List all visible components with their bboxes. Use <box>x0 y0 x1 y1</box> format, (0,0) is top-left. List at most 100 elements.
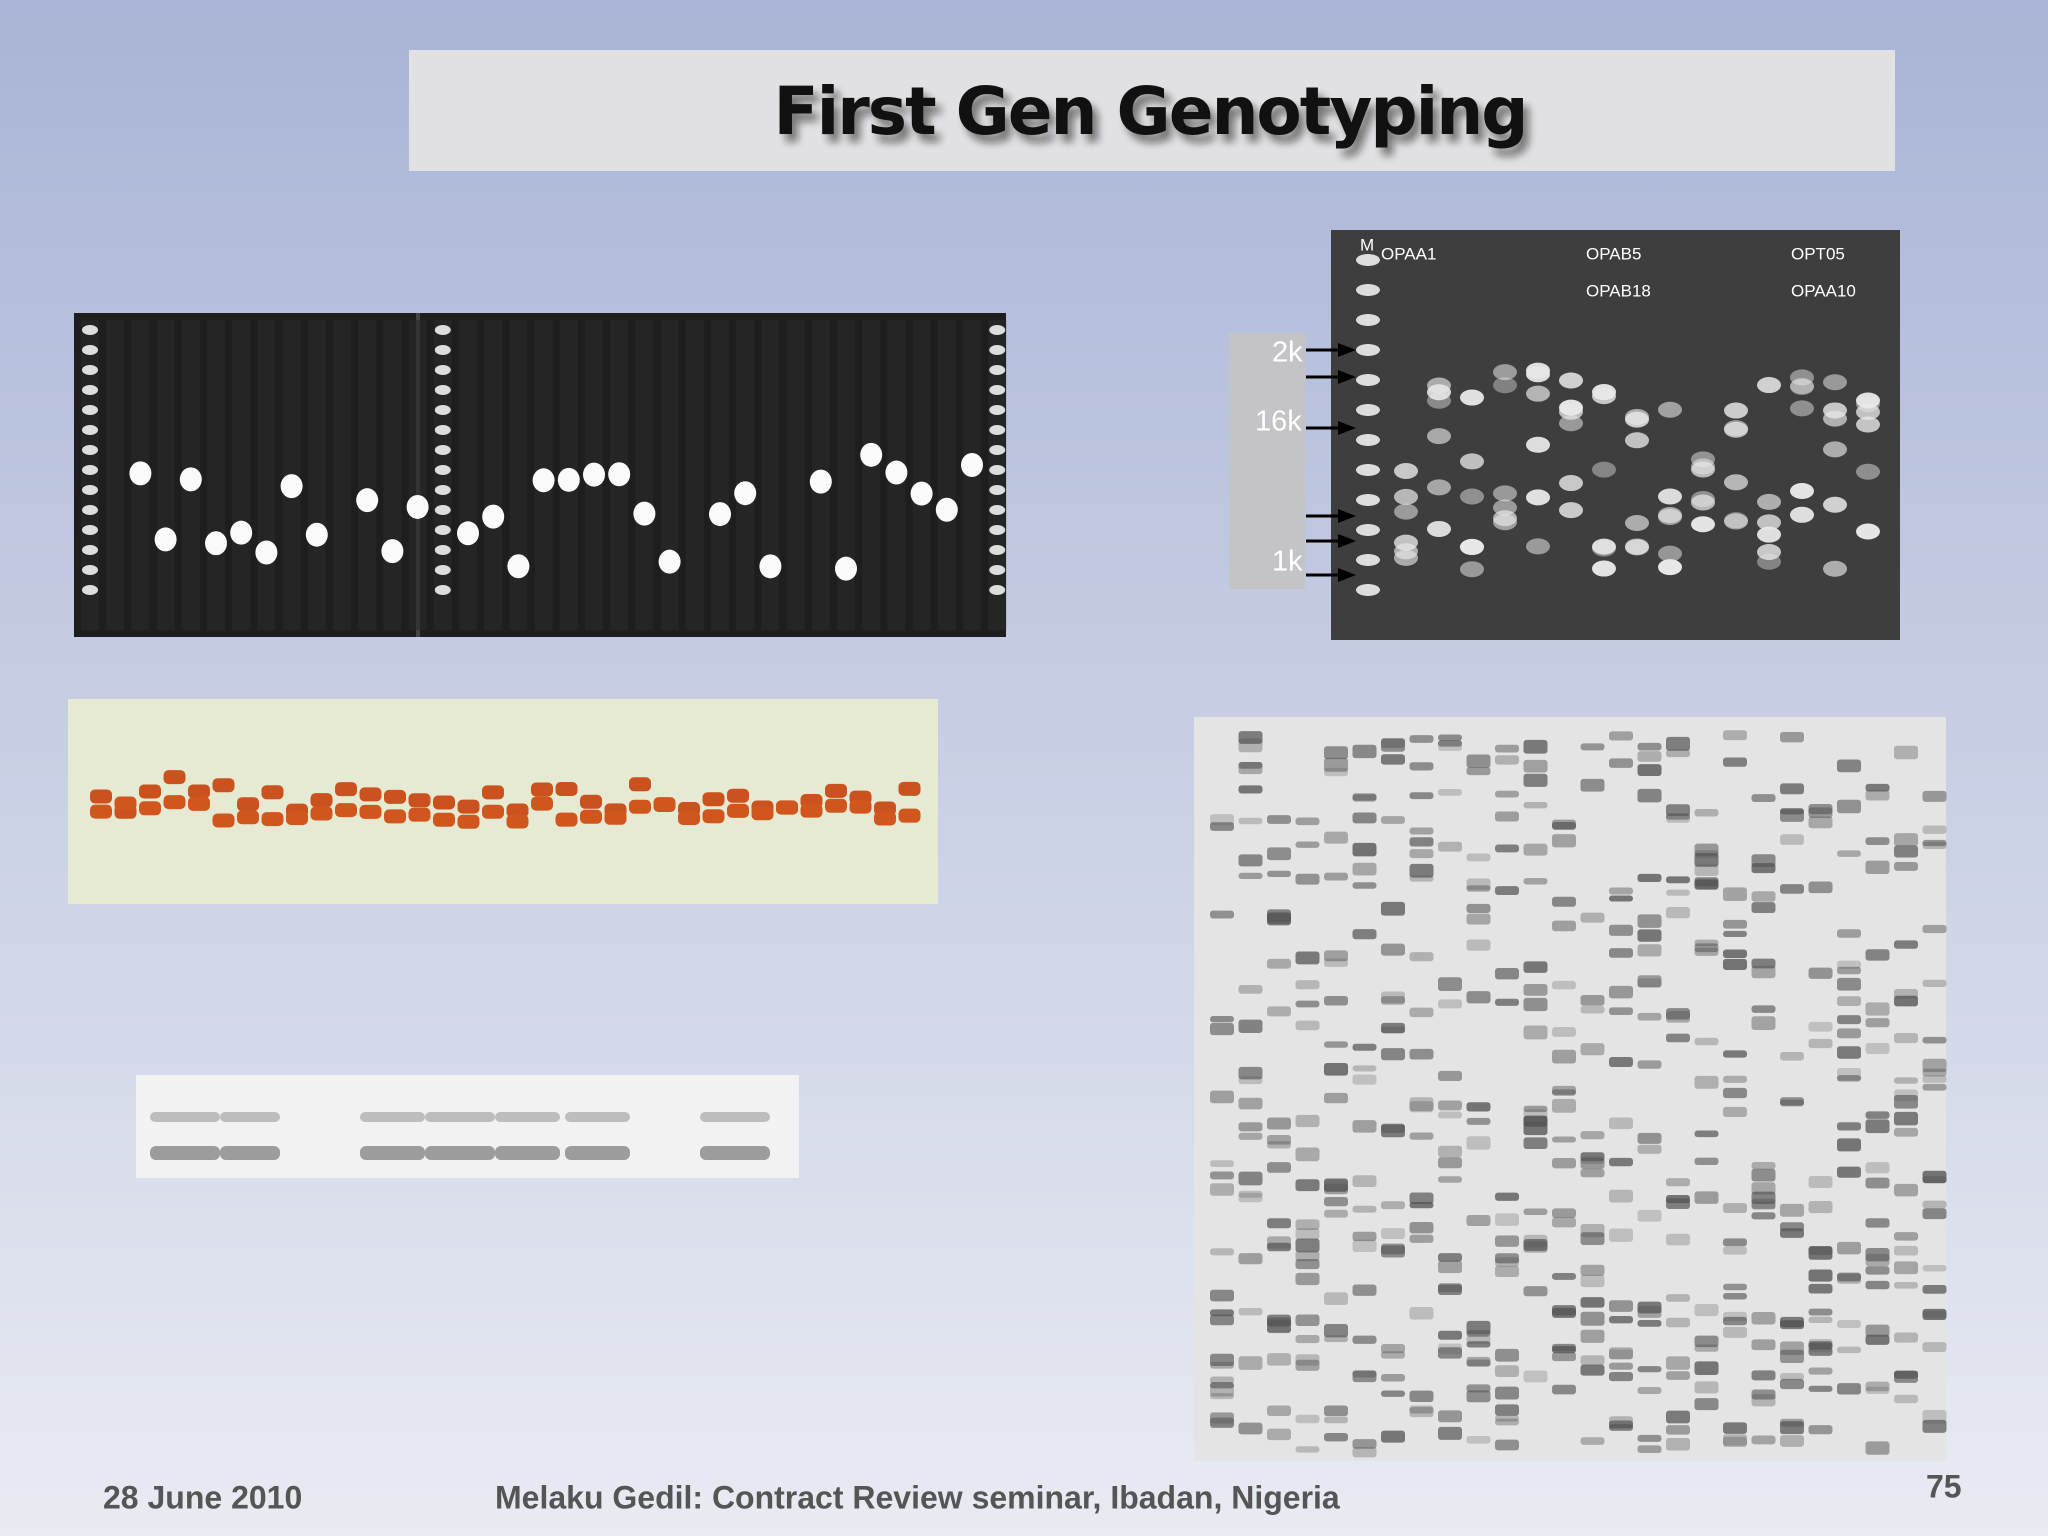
gel-band <box>434 545 451 555</box>
gel-band <box>1381 738 1405 752</box>
footer-credit: Melaku Gedil: Contract Review seminar, I… <box>495 1479 1340 1515</box>
gel-band <box>406 494 429 519</box>
gel-band <box>1637 788 1662 803</box>
gel-band <box>1381 1430 1405 1443</box>
gel-band <box>1780 1228 1804 1238</box>
gel-band <box>1637 742 1662 751</box>
gel-band <box>305 522 328 547</box>
gel-band <box>230 520 253 545</box>
gel-band <box>1609 1372 1633 1382</box>
gel-band <box>1580 1157 1605 1165</box>
gel-band <box>1609 1416 1633 1430</box>
gel-band <box>1922 1409 1947 1424</box>
gel-band <box>1609 948 1633 958</box>
gel-band <box>1609 1117 1633 1130</box>
gel-band <box>1837 996 1861 1006</box>
gel-band <box>1894 1261 1918 1275</box>
gel-band <box>1324 1416 1348 1424</box>
gel-band <box>1637 1320 1662 1327</box>
gel-band <box>1356 254 1380 266</box>
gel-band <box>989 425 1006 435</box>
gel-band <box>1751 794 1776 802</box>
gel-band <box>1552 1098 1576 1113</box>
gel-band <box>82 525 98 535</box>
arrow-head <box>1338 421 1356 435</box>
gel-band <box>1823 496 1847 513</box>
gel-band <box>1238 761 1263 775</box>
gel-band <box>1295 1259 1320 1270</box>
gel-band <box>1790 483 1814 500</box>
gel-band <box>1625 408 1649 425</box>
gel-band <box>1352 1231 1377 1242</box>
gel-band <box>727 803 749 818</box>
gel-band <box>1865 1280 1890 1290</box>
gel-band <box>1837 929 1861 938</box>
gel-band <box>434 585 451 595</box>
gel-band <box>1780 1099 1804 1107</box>
gel-band <box>1658 545 1682 562</box>
gel-band <box>1637 1132 1662 1144</box>
gel-band <box>1466 939 1491 951</box>
gel-band <box>425 1112 495 1122</box>
gel-band <box>1580 1274 1605 1288</box>
gel-band <box>1694 1130 1719 1138</box>
gel-band <box>1694 939 1719 947</box>
gel-band <box>1723 887 1747 901</box>
gel-band <box>1552 1384 1576 1395</box>
gel-band <box>1666 1437 1690 1451</box>
marker-label: M <box>1360 235 1374 254</box>
gel-band <box>495 1146 560 1160</box>
gel-band <box>1837 1068 1861 1081</box>
gel-band <box>1666 813 1690 820</box>
gel-band <box>1723 1050 1747 1058</box>
gel-band <box>179 467 202 492</box>
gel-band <box>1466 1359 1491 1367</box>
gel-band <box>1495 790 1519 798</box>
gel-band <box>1694 1344 1719 1352</box>
gel-band <box>1580 912 1605 923</box>
gel-band <box>898 808 921 823</box>
gel-band <box>1495 886 1519 896</box>
gel-band <box>1837 1046 1861 1059</box>
gel-band <box>1694 879 1719 890</box>
gel-band <box>1409 1132 1434 1140</box>
gel-band <box>1837 850 1861 857</box>
gel-band <box>629 799 651 814</box>
gel-band <box>1466 1436 1491 1444</box>
gel-band <box>1552 1345 1576 1354</box>
gel-band <box>1865 1002 1890 1016</box>
gel-band <box>702 809 725 824</box>
gel-band <box>1724 474 1748 491</box>
gel-band <box>1267 1314 1291 1326</box>
gel-band <box>1295 1219 1320 1230</box>
gel-band <box>1922 839 1947 847</box>
gel-band <box>898 781 921 796</box>
gel-band <box>434 425 451 435</box>
gel-band <box>1751 854 1776 868</box>
gel-band <box>1438 1111 1462 1119</box>
gel-band <box>1466 1102 1491 1112</box>
gel-band <box>1637 1386 1662 1395</box>
gel-band <box>1466 1356 1491 1367</box>
gel-band <box>163 795 186 810</box>
gel-band <box>1790 378 1814 395</box>
gel-band <box>1267 1134 1291 1145</box>
gel-band <box>1438 1426 1462 1440</box>
gel-band <box>1694 1381 1719 1394</box>
gel-band <box>1865 1334 1890 1345</box>
gel-band <box>1865 1177 1890 1189</box>
gel-band <box>1438 1284 1462 1295</box>
gel-band <box>1694 1191 1719 1204</box>
gel-band <box>359 787 382 802</box>
gel-band <box>1592 388 1616 405</box>
gel-band <box>1523 773 1548 787</box>
gel-band <box>1381 1351 1405 1359</box>
gel-band <box>1295 1020 1320 1031</box>
gel-band <box>989 465 1006 475</box>
gel-band <box>1523 1025 1548 1040</box>
gel-band <box>1922 1342 1947 1353</box>
gel-band <box>1580 1437 1605 1445</box>
gel-band <box>1295 841 1320 848</box>
gel-band <box>1808 1021 1833 1032</box>
gel-band <box>633 501 656 526</box>
